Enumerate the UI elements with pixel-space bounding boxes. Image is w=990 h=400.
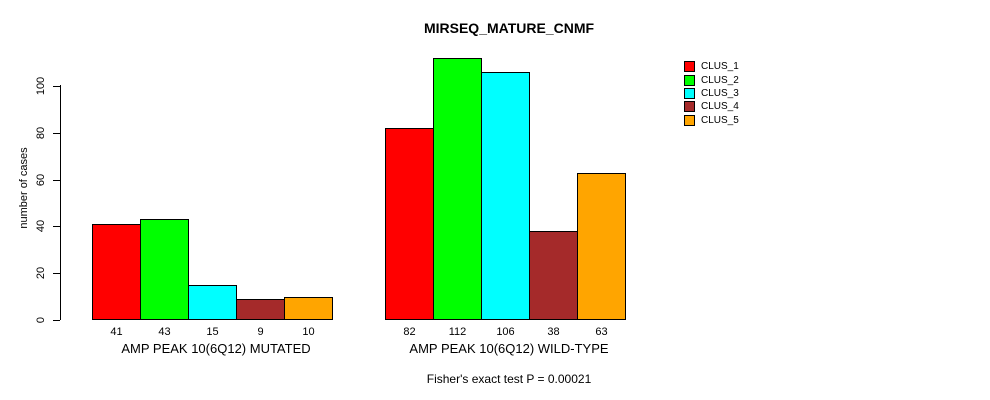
legend-item-clus_2: CLUS_2: [684, 73, 739, 86]
footnote-pvalue: Fisher's exact test P = 0.00021: [426, 372, 592, 386]
legend-label: CLUS_2: [701, 74, 739, 86]
bar-value-label: 43: [158, 326, 171, 338]
bar-clus_3-group1: [481, 72, 530, 320]
bar-value-label: 38: [547, 326, 560, 338]
legend-swatch-icon: [684, 114, 695, 126]
y-tick-mark: [53, 179, 60, 181]
y-tick-label: 20: [35, 267, 47, 280]
y-tick-label: 40: [35, 220, 47, 233]
bar-clus_2-group1: [433, 58, 482, 320]
legend-label: CLUS_5: [701, 114, 739, 126]
legend-label: CLUS_4: [701, 101, 739, 113]
legend: CLUS_1 CLUS_2 CLUS_3 CLUS_4 CLUS_5: [684, 60, 739, 127]
legend-swatch-icon: [684, 87, 695, 99]
legend-label: CLUS_3: [701, 87, 739, 99]
bar-value-label: 63: [595, 326, 608, 338]
y-tick-mark: [53, 226, 60, 228]
bar-clus_1-group1: [385, 128, 434, 320]
group-label-wild-type: AMP PEAK 10(6Q12) WILD-TYPE: [409, 341, 609, 356]
bar-value-label: 9: [257, 326, 264, 338]
legend-swatch-icon: [684, 61, 695, 73]
bar-value-label: 82: [403, 326, 416, 338]
chart-title: MIRSEQ_MATURE_CNMF: [423, 20, 595, 36]
y-tick-label: 0: [35, 316, 47, 324]
legend-item-clus_4: CLUS_4: [684, 100, 739, 113]
y-axis: [60, 85, 61, 320]
y-tick-mark: [53, 320, 60, 321]
bar-value-label: 15: [206, 326, 219, 338]
y-tick-mark: [53, 86, 60, 87]
y-tick-label: 100: [35, 76, 47, 96]
y-tick-mark: [53, 273, 60, 275]
legend-item-clus_1: CLUS_1: [684, 60, 739, 73]
bar-value-label: 41: [110, 326, 123, 338]
bar-value-label: 106: [496, 326, 515, 338]
y-tick-mark: [53, 132, 60, 134]
legend-swatch-icon: [684, 101, 695, 113]
legend-swatch-icon: [684, 74, 695, 86]
bar-value-label: 10: [302, 326, 315, 338]
y-tick-label: 80: [35, 126, 47, 139]
bar-clus_1-group0: [92, 224, 141, 320]
y-axis-label: number of cases: [18, 147, 30, 229]
bar-clus_4-group1: [529, 231, 578, 320]
y-tick-label: 60: [35, 173, 47, 186]
bar-clus_3-group0: [188, 285, 237, 320]
group-label-mutated: AMP PEAK 10(6Q12) MUTATED: [121, 341, 311, 356]
bar-clus_4-group0: [236, 299, 285, 320]
bar-value-label: 112: [448, 326, 467, 338]
legend-label: CLUS_1: [701, 61, 739, 73]
bar-clus_2-group0: [140, 219, 189, 320]
legend-item-clus_5: CLUS_5: [684, 114, 739, 127]
bar-clus_5-group0: [284, 297, 333, 320]
bar-clus_5-group1: [577, 173, 626, 320]
legend-item-clus_3: CLUS_3: [684, 87, 739, 100]
